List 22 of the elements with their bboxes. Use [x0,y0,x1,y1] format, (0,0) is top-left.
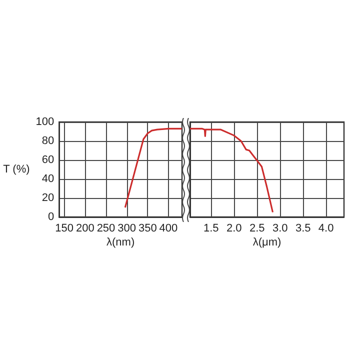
x-tick-label: 2.0 [226,222,242,234]
x-axis-title: λ(μm) [252,236,282,248]
line-series [124,128,183,208]
x-tick-label: 400 [159,222,178,234]
x-tick-label: 4.0 [318,222,334,234]
y-tick-label: 60 [42,154,54,166]
y-tick-label: 40 [42,173,54,185]
y-tick-label: 0 [48,211,54,223]
y-axis-title: T (%) [3,164,30,176]
x-tick-label: 2.5 [249,222,265,234]
x-axis-title: λ(nm) [106,236,135,248]
y-tick-label: 20 [42,192,54,204]
y-tick-label: 100 [36,116,54,128]
y-tick-label: 80 [42,135,54,147]
x-tick-label: 250 [96,222,116,234]
x-tick-label: 200 [76,222,94,234]
x-tick-label: 3.0 [272,222,288,234]
x-tick-label: 1.5 [204,222,219,234]
x-tick-label: 300 [118,222,136,234]
x-tick-label: 3.5 [295,222,311,234]
x-tick-label: 350 [138,222,157,234]
x-tick-label: 150 [55,222,74,234]
